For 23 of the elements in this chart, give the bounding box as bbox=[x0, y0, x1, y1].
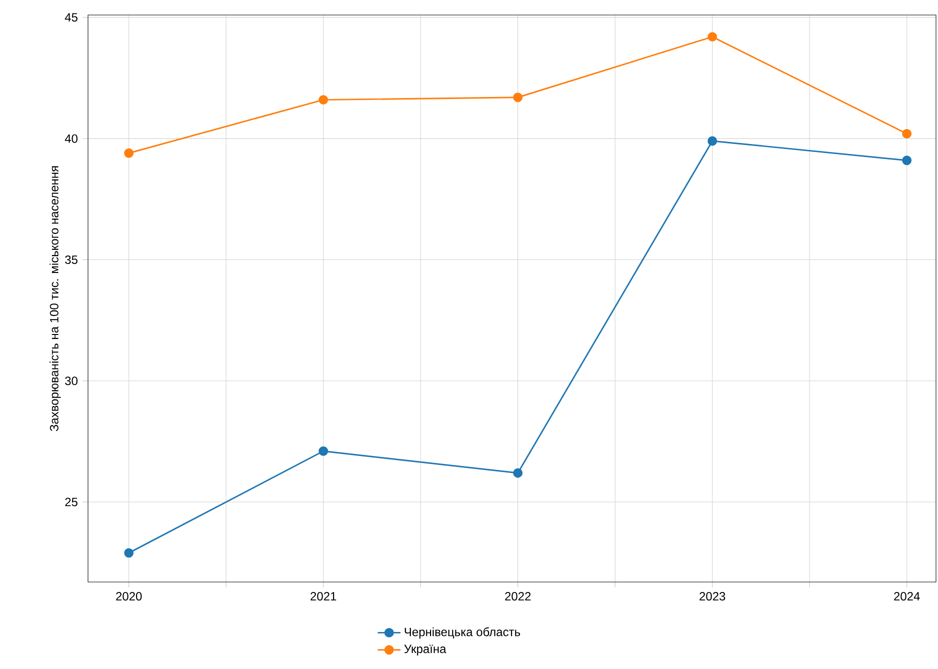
y-tick-label: 35 bbox=[65, 255, 78, 264]
legend-label: Україна bbox=[404, 644, 446, 656]
point bbox=[513, 92, 523, 102]
y-tick-label: 25 bbox=[65, 498, 78, 506]
point bbox=[708, 136, 718, 146]
x-tick-label: 2024 bbox=[894, 592, 920, 601]
y-axis-title: Захворюваність на 100 тис. міського населення bbox=[50, 166, 61, 432]
legend-label: Чернівецька область bbox=[404, 627, 520, 639]
y-tick-label: 40 bbox=[64, 134, 78, 143]
y-tick-label: 45 bbox=[64, 13, 78, 22]
point bbox=[124, 548, 134, 558]
point bbox=[318, 446, 328, 456]
x-tick-label: 2021 bbox=[310, 592, 336, 601]
point bbox=[513, 468, 523, 478]
point bbox=[124, 148, 134, 158]
point bbox=[708, 32, 718, 42]
point bbox=[318, 95, 328, 105]
point bbox=[902, 128, 912, 138]
x-tick-label: 2023 bbox=[700, 592, 726, 601]
point bbox=[902, 156, 912, 166]
x-tick-label: 2022 bbox=[505, 592, 531, 601]
x-tick-label: 2020 bbox=[116, 592, 142, 601]
y-tick-label: 30 bbox=[65, 376, 78, 386]
